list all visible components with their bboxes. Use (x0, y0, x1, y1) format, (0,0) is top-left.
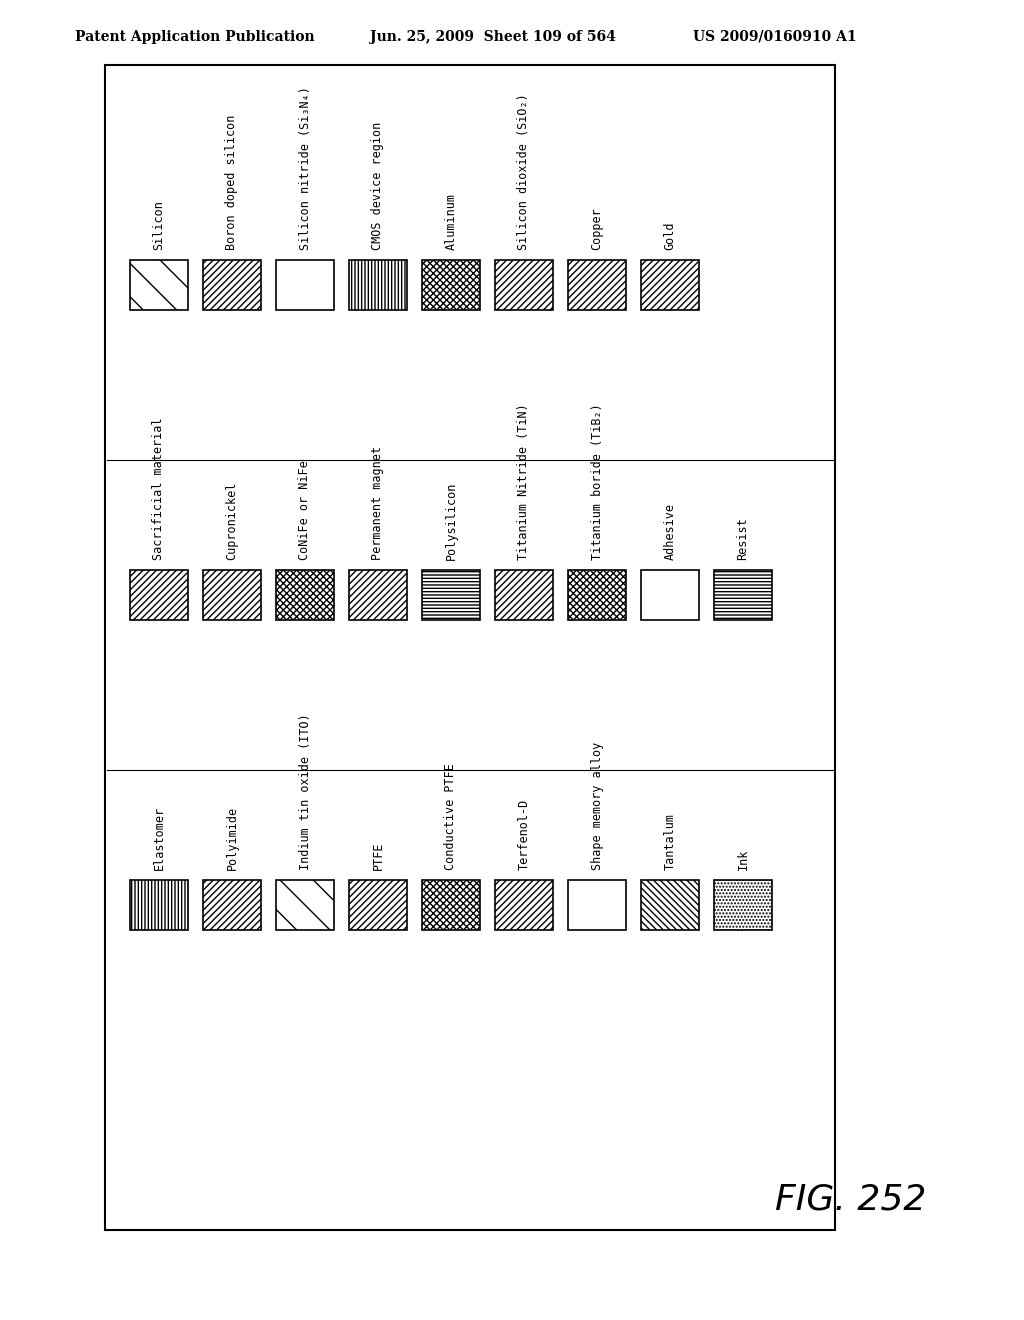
Text: Titanium Nitride (TiN): Titanium Nitride (TiN) (517, 403, 530, 560)
Text: Aluminum: Aluminum (444, 193, 458, 249)
Bar (276, 260, 334, 310)
Bar (422, 260, 480, 310)
Text: Silicon nitride (Si₃N₄): Silicon nitride (Si₃N₄) (299, 86, 311, 249)
Text: Indium tin oxide (ITO): Indium tin oxide (ITO) (299, 713, 311, 870)
Text: Gold: Gold (664, 222, 677, 249)
Bar (130, 260, 188, 310)
Text: PTFE: PTFE (372, 842, 384, 870)
Bar (422, 570, 480, 620)
Text: Titanium boride (TiB₂): Titanium boride (TiB₂) (591, 403, 603, 560)
Text: Elastomer: Elastomer (153, 807, 166, 870)
Bar (130, 570, 188, 620)
Bar (203, 570, 261, 620)
Text: CMOS device region: CMOS device region (372, 121, 384, 249)
Text: Sacrificial material: Sacrificial material (153, 417, 166, 560)
Bar (641, 570, 699, 620)
Text: Jun. 25, 2009  Sheet 109 of 564: Jun. 25, 2009 Sheet 109 of 564 (370, 30, 615, 44)
Text: Patent Application Publication: Patent Application Publication (75, 30, 314, 44)
Text: Polyimide: Polyimide (225, 807, 239, 870)
Bar (641, 880, 699, 931)
Text: Conductive PTFE: Conductive PTFE (444, 763, 458, 870)
Bar (130, 880, 188, 931)
Text: Resist: Resist (736, 517, 750, 560)
Bar (641, 260, 699, 310)
Text: Terfenol-D: Terfenol-D (517, 799, 530, 870)
Bar (568, 880, 626, 931)
Bar (495, 570, 553, 620)
Bar (714, 570, 772, 620)
Bar (568, 570, 626, 620)
Bar (495, 260, 553, 310)
Bar (714, 880, 772, 931)
Bar (349, 260, 407, 310)
Bar (105, 65, 835, 1230)
Bar (422, 880, 480, 931)
Text: Ink: Ink (736, 849, 750, 870)
Bar (203, 260, 261, 310)
Bar (495, 880, 553, 931)
Bar (276, 880, 334, 931)
Text: Copper: Copper (591, 207, 603, 249)
Text: Silicon dioxide (SiO₂): Silicon dioxide (SiO₂) (517, 94, 530, 249)
Text: US 2009/0160910 A1: US 2009/0160910 A1 (693, 30, 857, 44)
Text: Adhesive: Adhesive (664, 503, 677, 560)
Bar (349, 570, 407, 620)
Text: Silicon: Silicon (153, 201, 166, 249)
Bar (203, 880, 261, 931)
Text: Polysilicon: Polysilicon (444, 482, 458, 560)
Text: Permanent magnet: Permanent magnet (372, 446, 384, 560)
Bar (349, 880, 407, 931)
Bar (276, 570, 334, 620)
Text: CoNiFe or NiFe: CoNiFe or NiFe (299, 461, 311, 560)
Text: FIG. 252: FIG. 252 (775, 1183, 927, 1217)
Text: Tantalum: Tantalum (664, 813, 677, 870)
Text: Cupronickel: Cupronickel (225, 482, 239, 560)
Bar (568, 260, 626, 310)
Text: Shape memory alloy: Shape memory alloy (591, 742, 603, 870)
Text: Boron doped silicon: Boron doped silicon (225, 115, 239, 249)
